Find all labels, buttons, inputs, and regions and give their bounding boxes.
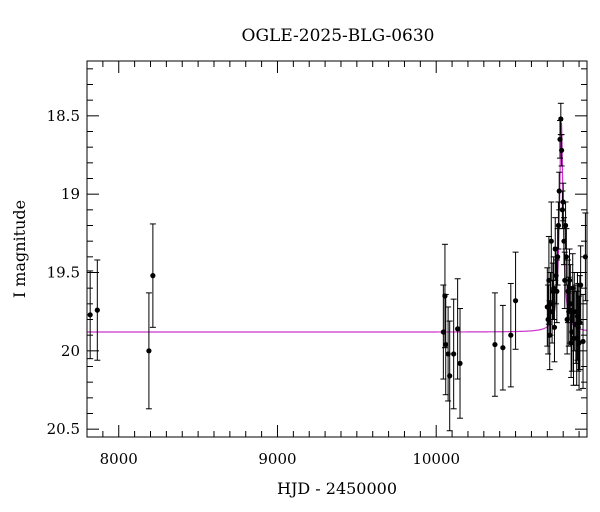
data-point — [551, 324, 558, 330]
x-tick-label: 9000 — [258, 450, 296, 468]
data-point — [559, 207, 565, 213]
data-point — [150, 273, 156, 279]
tick-labels: 8000 9000 10000 18.5 19 19.5 20 20.5 — [47, 107, 460, 468]
y-tick-label: 20.5 — [47, 420, 80, 438]
data-point — [556, 188, 562, 194]
data-point — [551, 285, 557, 291]
data-point — [554, 288, 560, 294]
model-curve — [87, 122, 588, 333]
data-point — [568, 340, 574, 346]
data-point — [146, 348, 152, 354]
model-layer — [87, 122, 588, 333]
chart-title: OGLE-2025-BLG-0630 — [242, 26, 435, 46]
x-tick-label: 8000 — [100, 450, 138, 468]
data-point — [566, 277, 573, 283]
data-point — [555, 222, 562, 229]
y-tick-label: 19 — [61, 185, 80, 203]
data-point — [457, 360, 463, 366]
data-point — [563, 254, 569, 260]
data-point — [577, 320, 583, 326]
y-tick-label: 18.5 — [47, 107, 80, 125]
data-point — [555, 254, 561, 260]
data-point — [447, 373, 453, 379]
data-point — [508, 332, 514, 338]
data-point — [580, 338, 586, 345]
data-point — [562, 222, 569, 229]
y-tick-label: 19.5 — [47, 264, 80, 282]
data-point — [576, 340, 582, 346]
data-point — [87, 312, 93, 318]
y-tick-label: 20 — [61, 342, 80, 360]
data-point — [548, 238, 554, 244]
ticks-layer — [86, 61, 587, 437]
plot-frame — [86, 60, 588, 438]
data-point — [559, 147, 565, 153]
data-point — [94, 307, 100, 313]
x-axis-label: HJD - 2450000 — [277, 479, 397, 498]
points-layer — [87, 102, 589, 432]
x-tick-label: 10000 — [412, 450, 460, 468]
y-axis-label: I magnitude — [10, 200, 29, 298]
data-point — [443, 341, 449, 348]
data-point — [512, 298, 519, 304]
data-point — [451, 351, 457, 357]
data-point — [500, 345, 506, 351]
data-point — [455, 326, 461, 332]
data-point — [558, 116, 564, 122]
data-point — [492, 341, 498, 348]
